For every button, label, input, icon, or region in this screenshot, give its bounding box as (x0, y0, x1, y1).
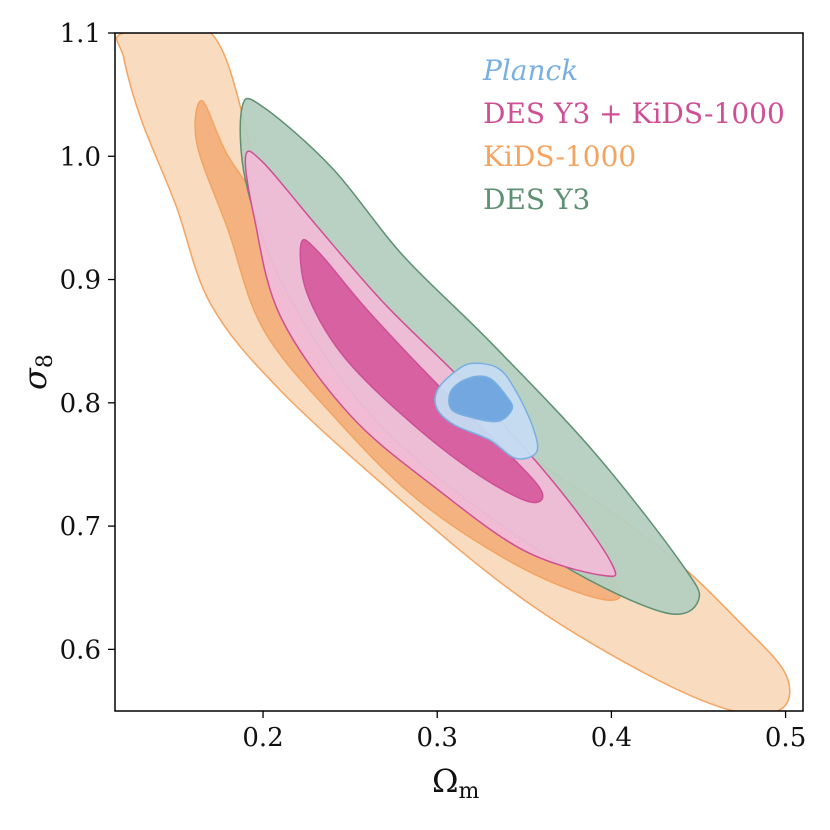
legend: Planck DES Y3 + KiDS-1000 KiDS-1000 DES … (482, 54, 785, 216)
y-axis-title: σ8 (16, 354, 58, 390)
x-tick-label: 0.5 (765, 723, 806, 753)
y-tick-label: 1.0 (60, 142, 101, 172)
plot-frame (114, 32, 804, 712)
y-tick-label: 0.7 (60, 512, 101, 542)
y-tick-label: 0.6 (60, 635, 101, 665)
y-axis: 0.6 0.7 0.8 0.9 1.0 1.1 (60, 19, 115, 665)
y-tick-label: 0.9 (60, 266, 101, 296)
planck-contour-68 (448, 375, 514, 423)
legend-des: DES Y3 (483, 183, 590, 216)
x-tick-label: 0.4 (591, 723, 632, 753)
y-tick-label: 0.8 (60, 389, 101, 419)
series-planck (434, 362, 539, 460)
x-axis-title: Ωm (432, 762, 480, 804)
x-tick-label: 0.2 (242, 723, 283, 753)
x-axis: 0.2 0.3 0.4 0.5 (242, 711, 806, 753)
x-tick-label: 0.3 (417, 723, 458, 753)
legend-kids: KiDS-1000 (483, 140, 636, 173)
contour-layer (115, 33, 791, 711)
legend-planck: Planck (482, 54, 578, 87)
legend-des-kids: DES Y3 + KiDS-1000 (483, 97, 785, 130)
y-tick-label: 1.1 (60, 19, 101, 49)
